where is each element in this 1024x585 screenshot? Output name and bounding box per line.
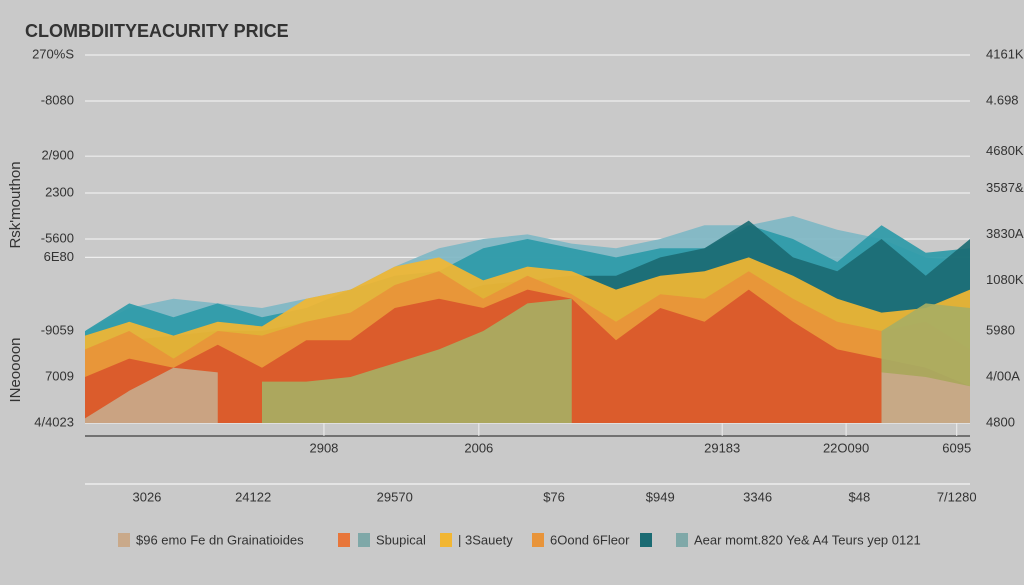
x-tick-label: $76	[543, 489, 565, 504]
y-tick-label: 6E80	[44, 249, 74, 264]
x-tick-label: 7/1280	[937, 489, 977, 504]
x-tick-label: $48	[849, 489, 871, 504]
x-tick-label: 6095	[942, 440, 971, 455]
x-tick-label: 2006	[464, 440, 493, 455]
x-tick-label: 29183	[704, 440, 740, 455]
area	[881, 372, 970, 423]
y-tick-label: 4/4023	[34, 414, 74, 429]
area	[262, 298, 572, 423]
legend-label: $96 emo Fe dn Grainatioides	[136, 532, 304, 547]
y2-tick-label: 5980	[986, 322, 1015, 337]
y2-tick-label: 3830A	[986, 226, 1024, 241]
legend-swatch	[440, 533, 452, 547]
y-tick-label: 7009	[45, 368, 74, 383]
y2-tick-label: 3587&	[986, 180, 1024, 195]
x-tick-label: 2908	[309, 440, 338, 455]
x-tick-label: 22O090	[823, 440, 869, 455]
x-tick-label: 3026	[132, 489, 161, 504]
legend-label: Sbupical	[376, 532, 426, 547]
y-tick-label: -5600	[41, 230, 74, 245]
legend-swatch	[338, 533, 350, 547]
y-tick-label: 2300	[45, 184, 74, 199]
legend-label: 6Oond 6Fleor	[550, 532, 630, 547]
y2-tick-label: 4.698	[986, 92, 1019, 107]
y2-tick-label: 4800	[986, 414, 1015, 429]
legend-swatch	[532, 533, 544, 547]
y-tick-label: 270%S	[32, 46, 74, 61]
x-tick-label: 29570	[377, 489, 413, 504]
x-tick-label: $949	[646, 489, 675, 504]
legend-label: Aear momt.820 Ye& A4 Teurs yep 0121	[694, 532, 921, 547]
chart-title: CLOMBDIITYEACURITY PRICE	[25, 21, 289, 41]
area	[85, 367, 218, 423]
legend-swatch	[676, 533, 688, 547]
y2-tick-label: 4680K	[986, 143, 1024, 158]
y-axis-title: Rsk'mouthon	[7, 161, 24, 248]
y-tick-label: 2/900	[41, 148, 74, 163]
y2-tick-label: 4161K	[986, 46, 1024, 61]
legend-label: | 3Sauety	[458, 532, 513, 547]
y-axis-title: INeoooon	[7, 337, 24, 402]
legend-swatch	[358, 533, 370, 547]
y2-tick-label: 4/00A	[986, 368, 1020, 383]
legend-swatch	[118, 533, 130, 547]
y-tick-label: -9059	[41, 322, 74, 337]
y2-tick-label: 1080K	[986, 272, 1024, 287]
x-tick-label: 3346	[743, 489, 772, 504]
x-tick-label: 24122	[235, 489, 271, 504]
legend-swatch	[640, 533, 652, 547]
y-tick-label: -8080	[41, 92, 74, 107]
